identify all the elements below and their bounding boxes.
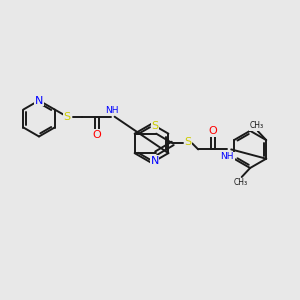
Text: CH₃: CH₃ (249, 121, 263, 130)
Text: NH: NH (220, 152, 234, 161)
Text: NH: NH (105, 106, 118, 115)
Text: S: S (184, 137, 192, 147)
Text: O: O (92, 130, 101, 140)
Text: S: S (64, 112, 71, 122)
Text: N: N (35, 95, 43, 106)
Text: CH₃: CH₃ (233, 178, 247, 187)
Text: O: O (209, 126, 218, 136)
Text: N: N (151, 156, 159, 166)
Text: S: S (151, 121, 158, 131)
